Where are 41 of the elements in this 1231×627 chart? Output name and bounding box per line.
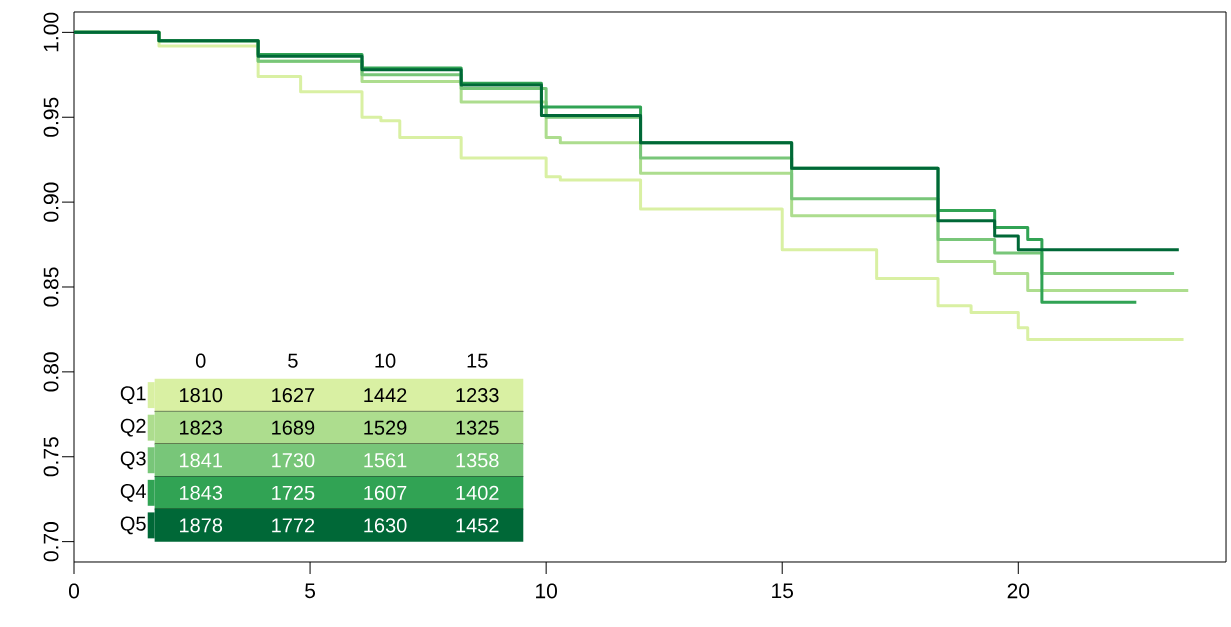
legend-label: Q4 [120, 483, 146, 502]
annotation: 1689 [272, 420, 315, 435]
annotation: 1725 [272, 485, 315, 500]
x-tick-label: 10 [536, 583, 557, 599]
annotation: 15 [467, 353, 488, 368]
annotation: 1630 [364, 518, 407, 533]
annotation: 1358 [456, 453, 499, 468]
legend-label: Q2 [120, 418, 146, 437]
y-tick-label: 0.70 [43, 522, 59, 562]
annotation: 1233 [456, 388, 499, 403]
annotation: 1841 [180, 453, 222, 468]
legend-label: Q5 [120, 516, 146, 535]
y-tick-label: 1.00 [43, 12, 59, 52]
annotation: 1325 [456, 420, 499, 435]
x-tick-label: 20 [1007, 583, 1030, 599]
x-tick-label: 15 [772, 583, 794, 599]
annotation: 1442 [364, 388, 407, 403]
annotation: 1561 [364, 453, 407, 468]
annotation: 10 [375, 353, 396, 368]
legend-label: Q3 [120, 451, 146, 470]
y-tick-label: 0.90 [43, 182, 59, 222]
annotation: 1529 [364, 420, 407, 435]
annotation: 1810 [180, 388, 223, 403]
x-tick-label: 0 [68, 583, 80, 599]
annotation: 1730 [272, 453, 315, 468]
y-tick-label: 0.85 [43, 267, 59, 307]
annotation: 1607 [364, 485, 407, 500]
annotation: 1823 [180, 420, 223, 435]
x-tick-label: 5 [305, 583, 316, 599]
annotation: 1878 [180, 518, 223, 533]
annotation: 1627 [272, 388, 315, 403]
annotation: 1843 [180, 485, 223, 500]
annotation: 1402 [456, 485, 499, 500]
annotation: 1772 [272, 518, 315, 533]
annotation: 0 [195, 353, 206, 368]
annotation: 5 [288, 353, 298, 368]
y-tick-label: 0.75 [43, 437, 59, 477]
annotation: 1452 [456, 518, 499, 533]
y-tick-label: 0.80 [43, 352, 59, 392]
y-tick-label: 0.95 [43, 97, 59, 137]
legend-label: Q1 [120, 386, 146, 404]
